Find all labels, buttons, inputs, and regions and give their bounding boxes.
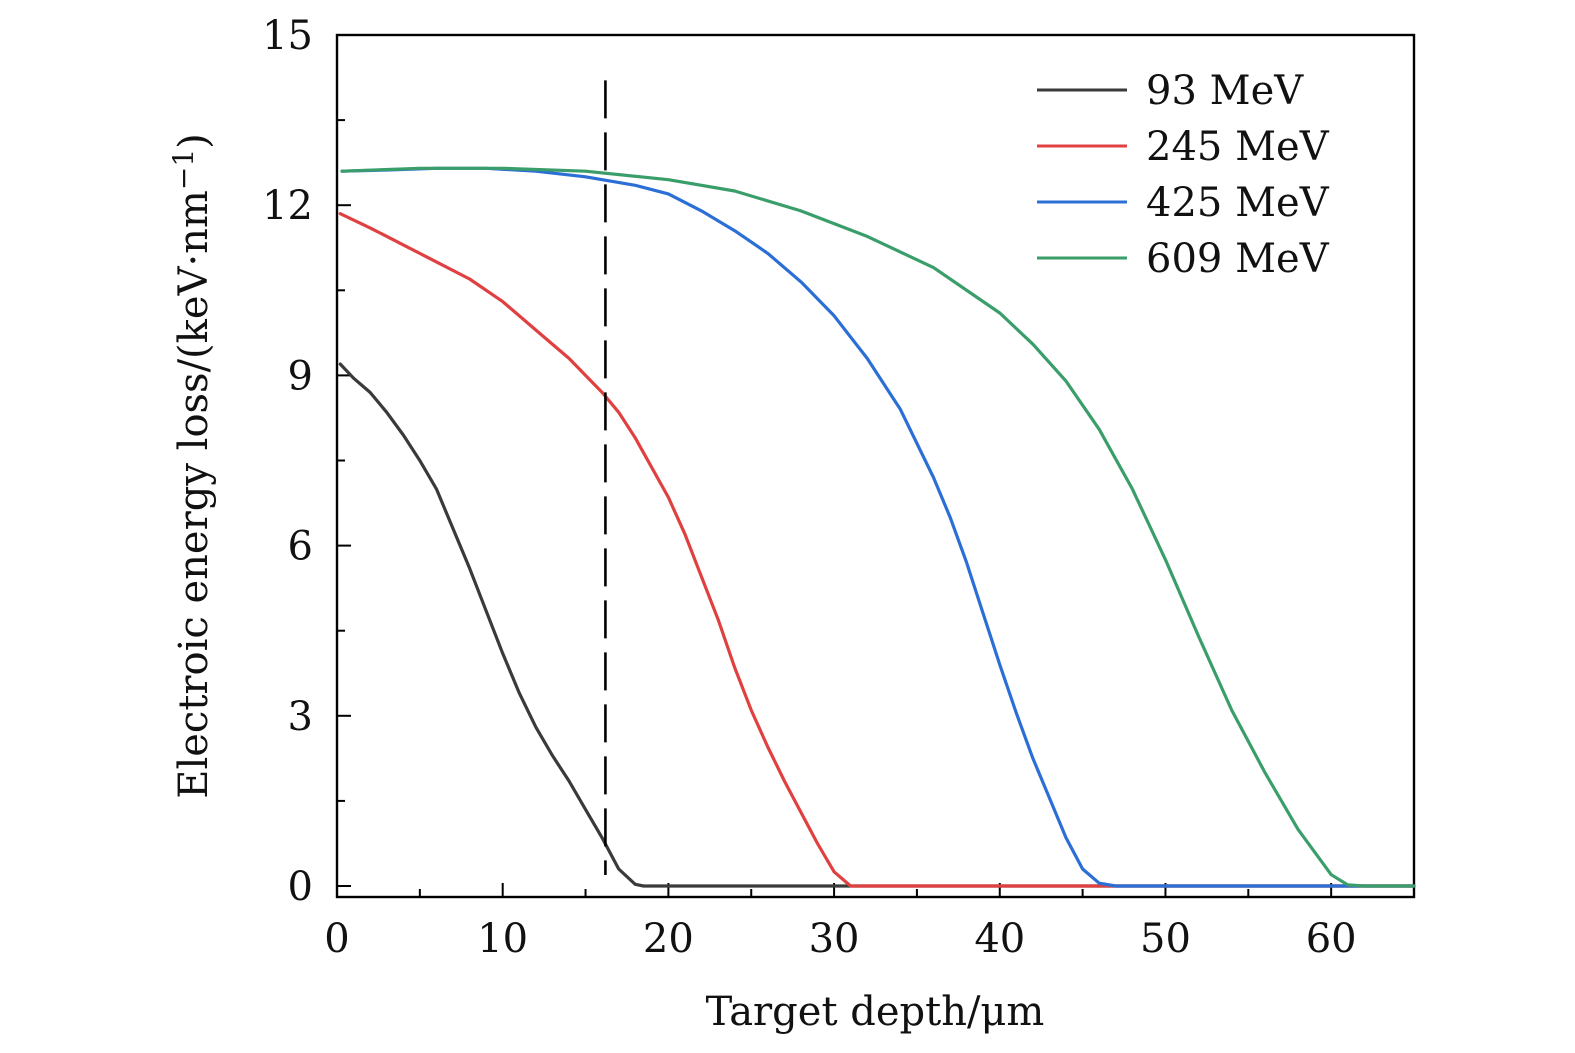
legend-label: 245 MeV (1146, 124, 1330, 170)
y-axis-title-main: Electroic energy loss/(keV·nm (171, 190, 217, 799)
x-tick-label: 50 (1140, 916, 1191, 962)
y-ticks: 0 3 6 9 12 15 (262, 13, 351, 910)
x-tick-label: 40 (974, 916, 1025, 962)
x-tick-label: 10 (477, 916, 528, 962)
x-tick-label: 60 (1306, 916, 1357, 962)
legend-label: 93 MeV (1146, 68, 1304, 114)
x-tick-label: 30 (809, 916, 860, 962)
x-tick-label: 20 (643, 916, 694, 962)
y-axis-title-close: ) (171, 133, 217, 149)
legend-label: 609 MeV (1146, 236, 1330, 282)
x-ticks: 0 10 20 30 40 50 60 (324, 883, 1357, 962)
y-tick-label: 9 (288, 353, 313, 399)
y-tick-label: 0 (288, 864, 313, 910)
series-line-93-mev (338, 362, 1416, 888)
plot-frame (335, 33, 1416, 899)
y-axis-title: Electroic energy loss/(keV·nm−1) (167, 133, 217, 799)
y-tick-label: 6 (288, 524, 313, 570)
legend: 93 MeV 245 MeV 425 MeV 609 MeV (1037, 68, 1330, 282)
legend-label: 425 MeV (1146, 180, 1330, 226)
y-axis-title-exponent: −1 (167, 149, 200, 190)
x-tick-label: 0 (324, 916, 349, 962)
series-line-609-mev (340, 166, 1416, 888)
series-line-425-mev (340, 166, 1416, 888)
x-axis-title: Target depth/μm (706, 989, 1045, 1035)
y-tick-label: 15 (262, 13, 313, 59)
series-layer (338, 166, 1416, 888)
series-line-245-mev (338, 212, 1416, 888)
y-tick-label: 3 (288, 694, 313, 740)
y-tick-label: 12 (262, 183, 313, 229)
